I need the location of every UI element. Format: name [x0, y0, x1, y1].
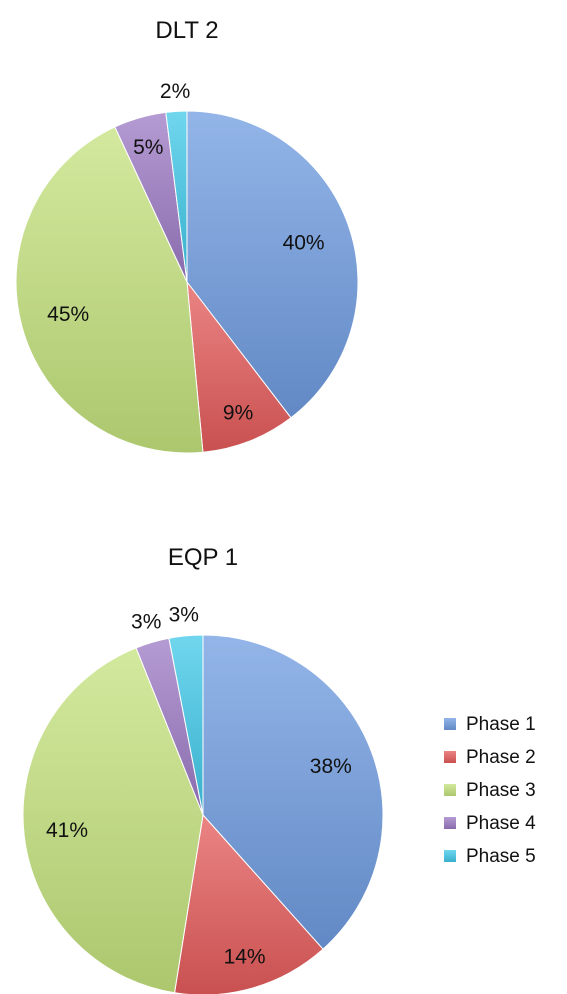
legend-label: Phase 4 — [466, 813, 536, 834]
pie-slices-eqp-1 — [22, 634, 384, 994]
legend-label: Phase 3 — [466, 780, 536, 801]
pie-labels-eqp-1: 38% 14% 41% 3% 3% — [46, 603, 352, 968]
pie-chart-eqp-1: EQP 1 38% 14% 41% 3% 3% — [22, 544, 384, 994]
slice-label-phase-2: 14% — [224, 946, 266, 969]
chart-title-eqp-1: EQP 1 — [168, 544, 238, 571]
slice-label-phase-5: 2% — [160, 80, 190, 103]
pie-slice-phase-5 — [168, 634, 204, 816]
pie-slice-phase-5 — [165, 110, 188, 283]
pie-slice-phase-2 — [186, 280, 292, 453]
pie-slice-phase-3 — [15, 126, 204, 454]
legend-item-phase-1: Phase 1 — [444, 714, 536, 735]
legend-label: Phase 2 — [466, 747, 536, 768]
pie-labels-dlt-2: 40% 9% 45% 5% 2% — [47, 80, 324, 425]
pie-slice-phase-1 — [202, 634, 384, 950]
pie-slice-phase-3 — [22, 647, 204, 994]
legend-label: Phase 1 — [466, 714, 536, 735]
slice-label-phase-4: 3% — [131, 611, 161, 634]
legend-item-phase-5: Phase 5 — [444, 846, 536, 867]
slice-label-phase-1: 38% — [310, 755, 352, 778]
chart-title-dlt-2: DLT 2 — [155, 17, 218, 44]
legend-swatch — [444, 751, 456, 763]
slice-label-phase-3: 45% — [47, 303, 89, 326]
legend-swatch — [444, 817, 456, 829]
legend: Phase 1 Phase 2 Phase 3 Phase 4 Phase 5 — [444, 714, 536, 867]
pie-slice-phase-2 — [173, 813, 324, 994]
pie-slices-dlt-2 — [15, 110, 359, 454]
slice-label-phase-1: 40% — [283, 232, 325, 255]
pie-slice-phase-1 — [186, 110, 359, 419]
legend-swatch — [444, 718, 456, 730]
slice-label-phase-2: 9% — [223, 402, 253, 425]
legend-item-phase-2: Phase 2 — [444, 747, 536, 768]
slice-label-phase-3: 41% — [46, 819, 88, 842]
legend-swatch — [444, 850, 456, 862]
legend-item-phase-4: Phase 4 — [444, 813, 536, 834]
legend-label: Phase 5 — [466, 846, 536, 867]
legend-item-phase-3: Phase 3 — [444, 780, 536, 801]
slice-label-phase-4: 5% — [133, 136, 163, 159]
legend-swatch — [444, 784, 456, 796]
slice-label-phase-5: 3% — [169, 603, 199, 626]
pie-chart-dlt-2: DLT 2 40% 9% 45% 5% 2% — [15, 17, 359, 454]
